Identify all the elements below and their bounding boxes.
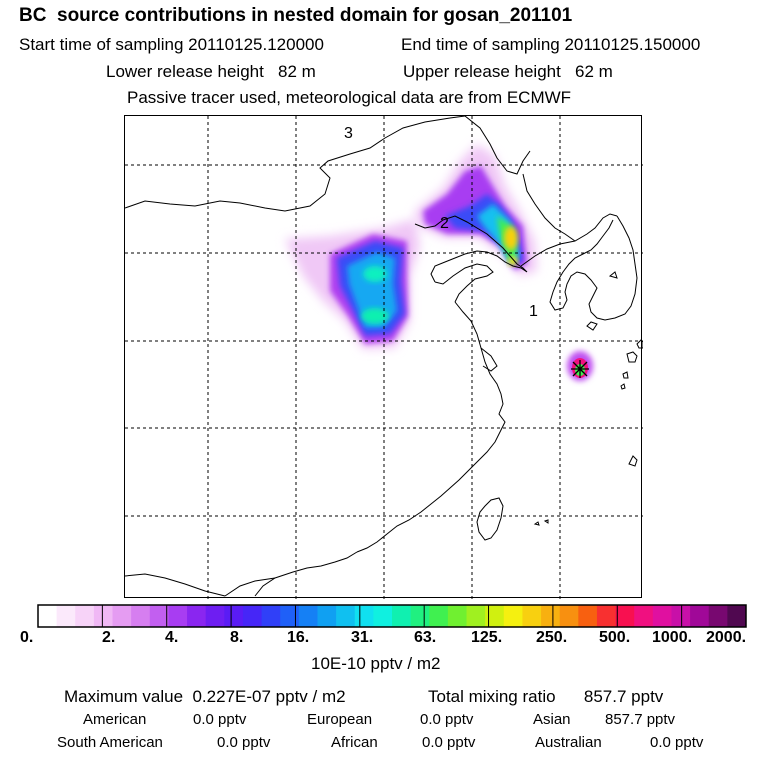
region-value-south-american: 0.0 pptv bbox=[217, 734, 271, 751]
colorbar-tick: 2. bbox=[102, 629, 116, 646]
colorbar-tick: 250. bbox=[536, 629, 568, 646]
colorbar-swatch bbox=[541, 605, 561, 627]
region-name-australian: Australian bbox=[535, 734, 602, 751]
colorbar-swatch bbox=[112, 605, 132, 627]
region-value-african: 0.0 pptv bbox=[422, 734, 476, 751]
colorbar-swatch bbox=[596, 605, 617, 627]
colorbar-tick: 31. bbox=[351, 629, 374, 646]
colorbar-swatch bbox=[336, 605, 356, 627]
colorbar-swatch bbox=[131, 605, 151, 627]
colorbar-swatch bbox=[429, 605, 449, 627]
colorbar-swatch bbox=[485, 605, 505, 627]
region-label-2: 2 bbox=[440, 215, 449, 232]
colorbar-swatch bbox=[354, 605, 374, 627]
colorbar-swatch bbox=[38, 605, 58, 627]
region-value-european: 0.0 pptv bbox=[420, 711, 474, 728]
colorbar-swatch bbox=[373, 605, 393, 627]
colorbar-tick: 0. bbox=[20, 629, 34, 646]
region-name-asian: Asian bbox=[533, 711, 571, 728]
receptor-star-icon bbox=[571, 360, 589, 378]
region-name-african: African bbox=[331, 734, 378, 751]
colorbar bbox=[37, 604, 747, 628]
colorbar-swatch bbox=[615, 605, 635, 627]
colorbar-swatch bbox=[187, 605, 207, 627]
region-name-south-american: South American bbox=[57, 734, 163, 751]
colorbar-swatch bbox=[708, 605, 728, 627]
map-canvas: 3 2 1 bbox=[125, 116, 643, 599]
region-name-american: American bbox=[83, 711, 147, 728]
colorbar-border bbox=[37, 604, 747, 628]
colorbar-swatch bbox=[410, 605, 430, 627]
region-name-european: European bbox=[307, 711, 373, 728]
colorbar-swatch bbox=[392, 605, 412, 627]
total-mixing-label: Total mixing ratio 857.7 pptv bbox=[428, 687, 664, 706]
start-time-label: Start time of sampling 20110125.120000 bbox=[19, 35, 324, 54]
lower-release-label: Lower release height 82 m bbox=[106, 62, 316, 81]
colorbar-swatch bbox=[280, 605, 300, 627]
colorbar-swatch bbox=[671, 605, 691, 627]
colorbar-swatch bbox=[466, 605, 486, 627]
colorbar-swatch bbox=[224, 605, 244, 627]
colorbar-swatch bbox=[559, 605, 579, 627]
colorbar-tick: 1000. bbox=[652, 629, 693, 646]
colorbar-swatch bbox=[205, 605, 225, 627]
colorbar-tick: 63. bbox=[414, 629, 437, 646]
tracer-note: Passive tracer used, meteorological data… bbox=[127, 88, 572, 107]
colorbar-swatch bbox=[261, 605, 281, 627]
map-grid bbox=[125, 116, 643, 599]
region-value-american: 0.0 pptv bbox=[193, 711, 247, 728]
colorbar-swatch bbox=[298, 605, 318, 627]
end-time-label: End time of sampling 20110125.150000 bbox=[401, 35, 701, 54]
colorbar-tick: 8. bbox=[230, 629, 244, 646]
colorbar-tick: 125. bbox=[471, 629, 503, 646]
colorbar-swatch bbox=[522, 605, 542, 627]
colorbar-swatch bbox=[578, 605, 598, 627]
colorbar-swatch bbox=[634, 605, 654, 627]
region-value-asian: 857.7 pptv bbox=[605, 711, 676, 728]
colorbar-swatch bbox=[75, 605, 95, 627]
region-label-1: 1 bbox=[529, 303, 538, 320]
plume-north bbox=[415, 144, 537, 276]
colorbar-swatch bbox=[56, 605, 76, 627]
colorbar-swatch bbox=[447, 605, 468, 627]
colorbar-swatch bbox=[503, 605, 523, 627]
colorbar-tick: 4. bbox=[165, 629, 179, 646]
colorbar-swatch bbox=[168, 605, 188, 627]
page-title: BC source contributions in nested domain… bbox=[19, 5, 573, 26]
plume-west bbox=[285, 219, 420, 349]
coastlines bbox=[125, 116, 643, 597]
colorbar-swatch bbox=[317, 605, 337, 627]
max-value-label: Maximum value 0.227E-07 pptv / m2 bbox=[64, 687, 346, 706]
region-label-3: 3 bbox=[344, 125, 353, 142]
colorbar-tick: 2000. bbox=[706, 629, 747, 646]
colorbar-swatch bbox=[93, 605, 114, 627]
region-value-australian: 0.0 pptv bbox=[650, 734, 704, 751]
colorbar-swatch bbox=[690, 605, 710, 627]
colorbar-unit-label: 10E-10 pptv / m2 bbox=[311, 654, 441, 673]
map-panel: 3 2 1 bbox=[124, 115, 643, 599]
colorbar-tick: 16. bbox=[287, 629, 310, 646]
colorbar-swatch bbox=[149, 605, 169, 627]
upper-release-label: Upper release height 62 m bbox=[403, 62, 613, 81]
colorbar-swatch bbox=[727, 605, 747, 627]
colorbar-swatch bbox=[242, 605, 263, 627]
colorbar-tick: 500. bbox=[599, 629, 631, 646]
colorbar-swatch bbox=[652, 605, 672, 627]
